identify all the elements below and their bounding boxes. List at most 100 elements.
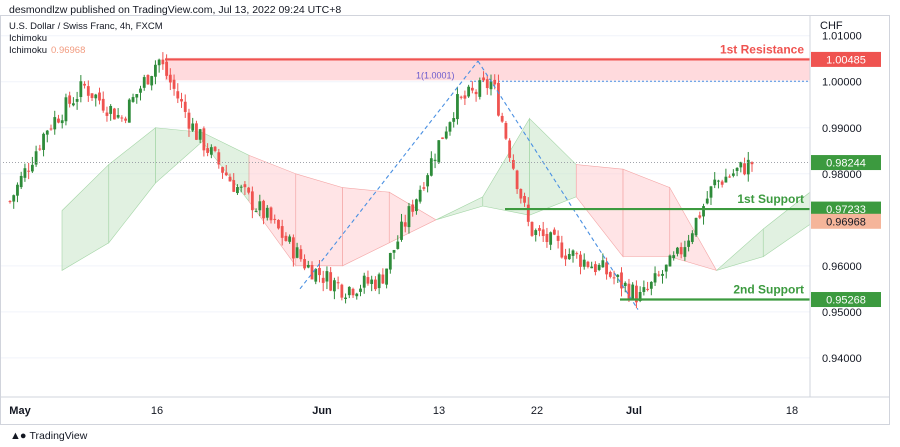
candle-body [306, 264, 310, 268]
candle-body [355, 293, 359, 297]
candle-body [470, 87, 474, 91]
candle-body [329, 272, 333, 291]
candle-body [392, 250, 396, 253]
candle-body [53, 117, 57, 130]
candle-body [127, 99, 131, 123]
candle-body [183, 101, 187, 112]
candle-body [94, 94, 98, 99]
candle-body [467, 86, 471, 97]
candle-body [508, 140, 512, 158]
candle-body [142, 77, 146, 88]
candle-body [672, 255, 676, 259]
candle-body [116, 115, 120, 118]
candle-body [750, 162, 754, 165]
candle-body [362, 275, 366, 288]
currency-label: CHF [820, 20, 843, 32]
candle-body [60, 120, 64, 124]
candle-body [497, 82, 500, 116]
candle-body [683, 247, 687, 257]
candle-body [247, 187, 251, 193]
candle-body [318, 267, 321, 276]
candle-body [280, 226, 284, 238]
fib-level-label: 1(1.0001) [416, 70, 455, 80]
price-tick-label: 0.99000 [822, 123, 862, 135]
candle-body [511, 160, 515, 169]
indicator-ichimoku-1[interactable]: Ichimoku [9, 33, 48, 44]
candle-body [30, 164, 34, 172]
candle-body [709, 186, 713, 198]
candle-body [243, 184, 247, 188]
candle-body [642, 287, 646, 292]
candle-body [720, 181, 724, 185]
candle-body [291, 237, 295, 259]
candle-body [724, 176, 728, 183]
level-label: 2nd Support [733, 283, 804, 297]
candle-body [500, 115, 504, 122]
candle-body [586, 261, 590, 267]
candle-body [582, 259, 586, 267]
candle-body [314, 268, 318, 282]
candle-body [549, 232, 553, 245]
candle-body [429, 158, 433, 176]
candle-body [415, 199, 418, 212]
candle-body [418, 189, 422, 202]
time-tick-label: Jun [312, 405, 332, 417]
candle-body [303, 259, 306, 269]
candle-body [34, 151, 38, 165]
candle-body [459, 96, 463, 98]
candle-body [746, 159, 750, 175]
candle-body [575, 253, 579, 255]
level-badge-text: 1.00485 [826, 54, 866, 66]
candle-body [579, 254, 582, 267]
level-label: 1st Resistance [720, 42, 804, 56]
chart-border [0, 15, 890, 425]
candle-body [743, 163, 746, 175]
candle-body [325, 271, 329, 282]
candle-body [277, 219, 280, 229]
candle-body [224, 172, 228, 176]
candle-body [228, 176, 232, 182]
candle-body [113, 108, 116, 120]
candle-body [187, 112, 191, 129]
indicator-ichimoku-2[interactable]: Ichimoku 0.96968 [9, 45, 85, 56]
candle-body [351, 288, 355, 296]
candle-body [176, 91, 180, 99]
candle-body [612, 277, 616, 279]
plot-area[interactable]: 1(1.0001) 1st Resistance 1st Support 2nd Su… [0, 35, 810, 359]
publisher-line: desmondlzw published on TradingView.com,… [9, 4, 342, 16]
candle-body [702, 206, 705, 217]
candle-body [482, 77, 485, 81]
candle-body [545, 233, 549, 243]
price-tick-label: 0.94000 [822, 353, 862, 365]
candle-body [284, 235, 288, 241]
last-price-badge [811, 155, 881, 171]
candle-body [49, 128, 53, 130]
candle-body [493, 79, 497, 85]
candle-body [422, 187, 426, 189]
tradingview-logo[interactable]: ▲● TradingView [10, 430, 87, 442]
candle-body [12, 195, 16, 202]
candle-body [463, 95, 467, 99]
candle-body [165, 61, 169, 76]
candle-body [254, 210, 258, 212]
time-tick-label: 16 [151, 405, 163, 417]
candle-body [98, 92, 101, 101]
candle-body [538, 228, 541, 231]
candle-body [75, 99, 79, 102]
time-tick-label: Jul [626, 405, 642, 417]
candle-body [687, 240, 691, 247]
candle-body [489, 81, 493, 90]
candle-body [705, 198, 709, 204]
candle-body [627, 283, 631, 300]
candle-body [694, 217, 698, 236]
symbol-title[interactable]: U.S. Dollar / Swiss Franc, 4h, FXCM [9, 21, 163, 32]
candle-body [232, 180, 236, 192]
candle-body [42, 133, 45, 150]
candle-body [161, 59, 165, 65]
candle-body [180, 99, 183, 102]
level-badge [811, 51, 881, 67]
candle-body [593, 264, 597, 273]
candle-body [213, 146, 217, 151]
candle-body [191, 123, 195, 131]
price-tick-label: 0.95000 [822, 307, 862, 319]
